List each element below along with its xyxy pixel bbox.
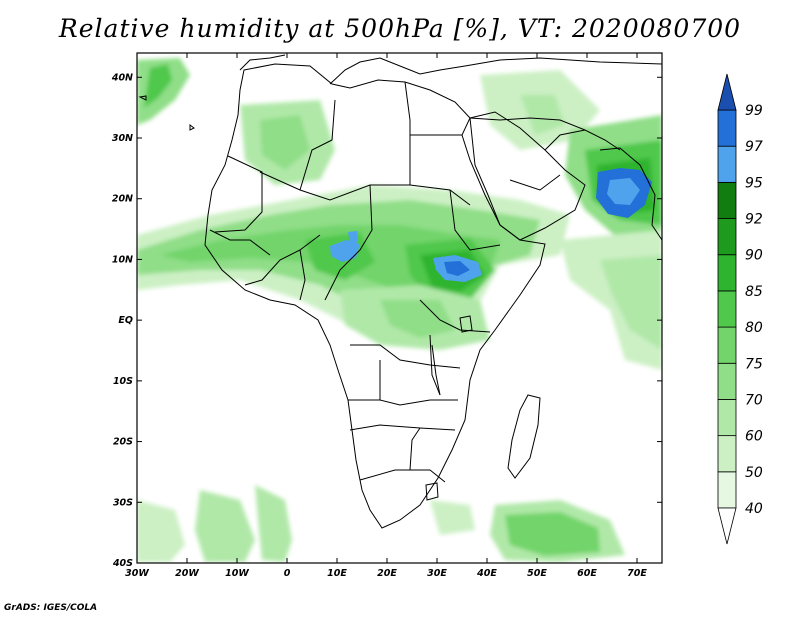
y-tick-label: 10S [113,376,133,387]
colorbar-label: 95 [745,175,763,191]
x-tick-label: 70E [627,568,647,579]
colorbar-label: 97 [745,139,763,155]
x-tick-label: 20E [377,568,397,579]
colorbar-label: 75 [745,356,763,372]
colorbar-box [717,218,737,256]
plot-frame [136,52,663,564]
y-axis: 40S 30S 20S 10S EQ 10N 20N 30N 40N [111,72,662,569]
x-tick-label: 50E [527,568,547,579]
x-tick-label: 60E [577,568,597,579]
colorbar-box [717,109,737,147]
colorbar-label: 80 [745,320,763,336]
colorbar-min-triangle [717,507,737,545]
colorbar-label: 50 [745,465,763,481]
colorbar-box [717,435,737,473]
colorbar-label: 60 [745,429,763,445]
x-axis: 30W 20W 10W 0 10E 20E 30E 40E 50E 60E 70E [125,53,647,579]
colorbar-label: 70 [745,392,763,408]
x-tick-label: 40E [476,568,497,579]
colorbar-box [717,326,737,364]
y-tick-label: 40S [112,558,133,569]
colorbar-box [717,145,737,183]
y-tick-label: 20S [113,437,133,448]
y-tick-label: 20N [112,194,133,205]
colorbar-label: 40 [745,501,763,517]
colorbar-label: 90 [745,248,763,264]
colorbar-box [717,399,737,437]
x-tick-label: 10E [327,568,347,579]
colorbar-box [717,362,737,400]
grads-credit: GrADS: IGES/COLA [4,603,98,613]
colorbar-box [717,290,737,328]
x-tick-label: 10W [225,568,249,579]
y-tick-label: 30N [112,133,133,144]
x-tick-label: 30W [125,568,149,579]
coastlines [138,54,662,529]
colorbar-box [717,254,737,292]
x-tick-label: 20W [175,568,199,579]
y-tick-label: 10N [112,254,133,265]
humidity-shading [137,58,662,562]
colorbar-box [717,181,737,219]
colorbar-box [717,471,737,509]
colorbar: 40 50 60 70 75 80 85 90 92 95 97 99 [717,73,763,545]
y-tick-label: 40N [111,72,133,83]
x-tick-label: 30E [427,568,447,579]
map-title: Relative humidity at 500hPa [%], VT: 202… [58,14,742,43]
colorbar-max-triangle [717,73,737,111]
colorbar-label: 85 [745,284,763,300]
y-tick-label: 30S [113,497,133,508]
x-tick-label: 0 [284,568,291,579]
colorbar-label: 92 [745,212,763,228]
y-tick-label: EQ [118,315,133,326]
colorbar-label: 99 [745,103,763,119]
